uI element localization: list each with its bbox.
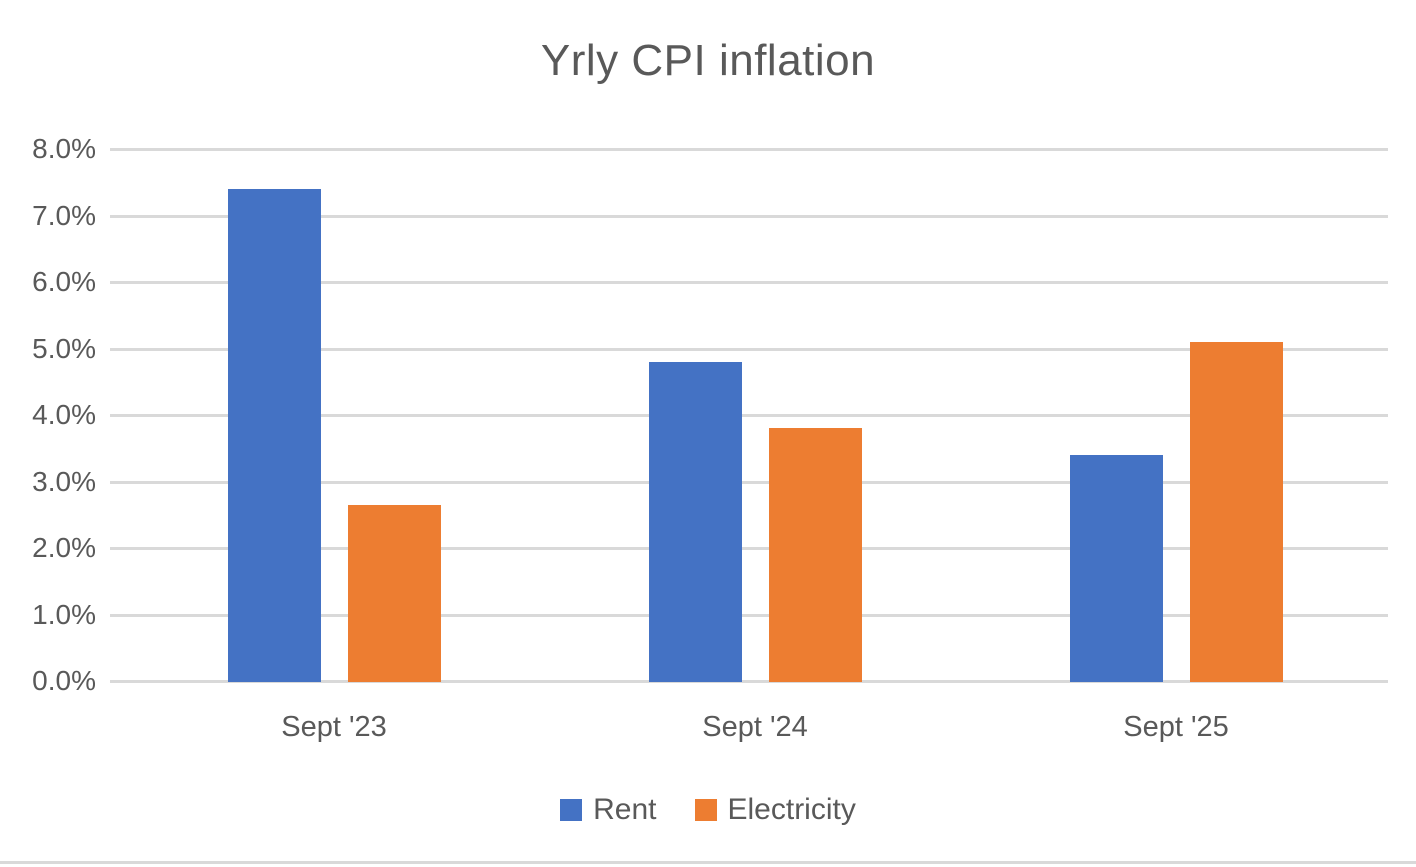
- gridline: [110, 148, 1388, 151]
- legend-swatch-icon: [560, 799, 583, 821]
- y-axis-tick-label: 3.0%: [32, 465, 96, 497]
- legend-item: Rent: [560, 793, 657, 827]
- y-axis-tick-label: 1.0%: [32, 598, 96, 630]
- gridline: [110, 347, 1388, 351]
- rent-bar: [1070, 455, 1163, 682]
- gridline: [110, 680, 1388, 683]
- rent-bar: [228, 189, 321, 682]
- gridline: [110, 281, 1388, 284]
- x-axis-category-label: Sept '23: [281, 711, 387, 743]
- electricity-bar: [769, 428, 862, 682]
- legend-item: Electricity: [694, 793, 856, 827]
- legend: Rent Electricity: [0, 793, 1416, 827]
- y-axis-tick-label: 8.0%: [32, 133, 96, 164]
- gridline: [110, 547, 1388, 550]
- x-axis-category-label: Sept '24: [702, 711, 808, 743]
- gridline: [110, 214, 1388, 218]
- gridline: [110, 613, 1388, 617]
- y-axis-tick-label: 4.0%: [32, 399, 96, 430]
- legend-label: Rent: [593, 793, 657, 826]
- window-bottom-border: [0, 861, 1416, 864]
- y-axis-tick-label: 7.0%: [32, 199, 96, 231]
- y-axis-tick-label: 6.0%: [32, 266, 96, 297]
- y-axis-tick-label: 2.0%: [32, 532, 96, 563]
- electricity-bar: [348, 505, 441, 682]
- y-axis-tick-label: 0.0%: [32, 665, 96, 696]
- legend-label: Electricity: [727, 793, 856, 826]
- electricity-bar: [1190, 342, 1283, 682]
- x-axis-category-label: Sept '25: [1123, 711, 1229, 743]
- legend-swatch-icon: [694, 799, 717, 821]
- y-axis-tick-label: 5.0%: [32, 332, 96, 364]
- gridline: [110, 480, 1388, 484]
- rent-bar: [649, 362, 742, 682]
- gridline: [110, 414, 1388, 417]
- chart-title: Yrly CPI inflation: [540, 36, 876, 85]
